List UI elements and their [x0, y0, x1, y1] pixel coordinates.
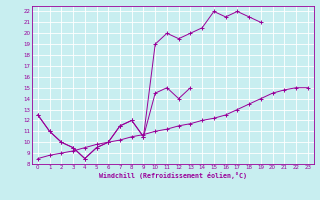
X-axis label: Windchill (Refroidissement éolien,°C): Windchill (Refroidissement éolien,°C) — [99, 172, 247, 179]
